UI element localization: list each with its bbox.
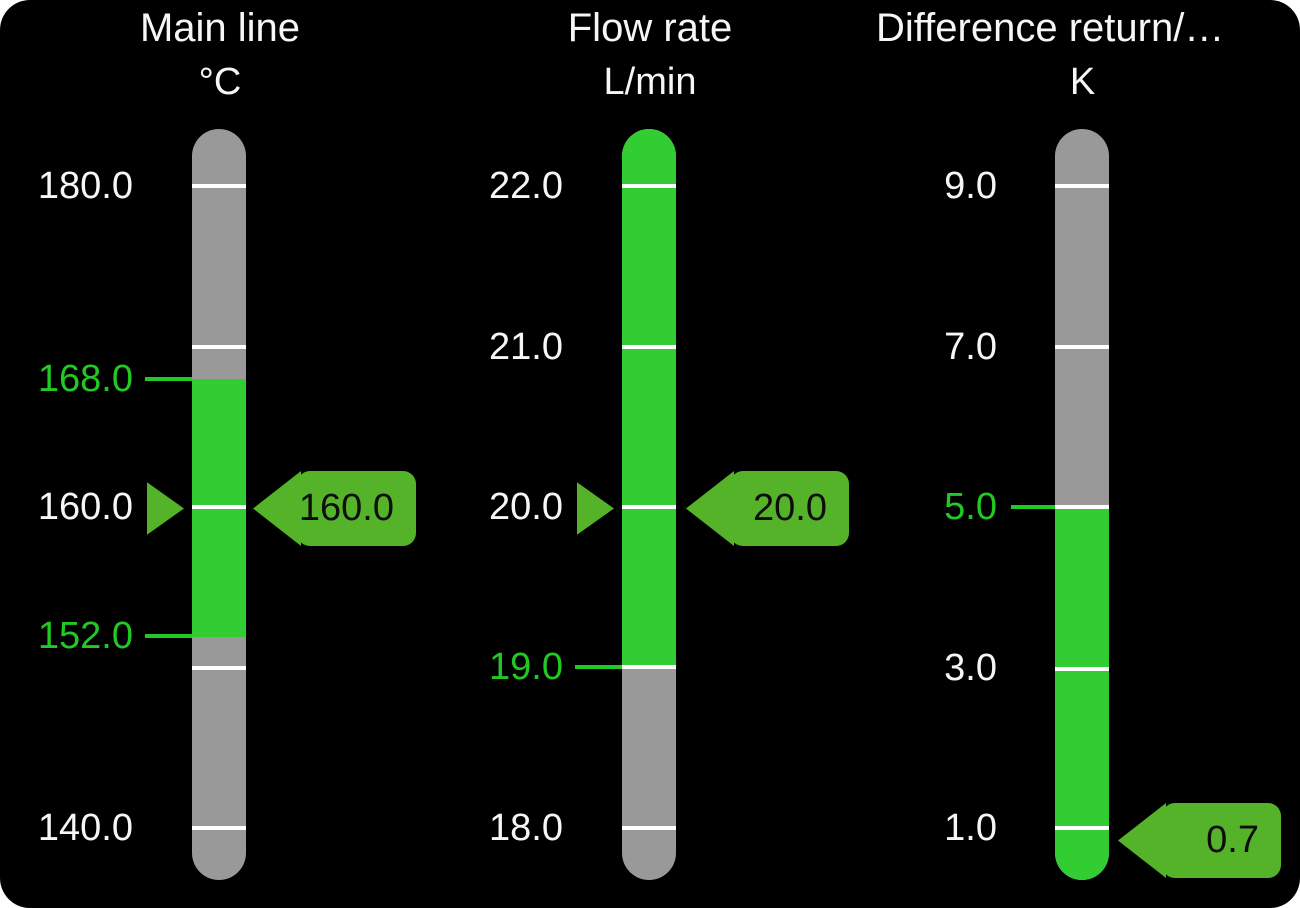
- gauge-bar: [192, 129, 246, 880]
- current-value: 160.0: [298, 487, 394, 529]
- scale-tick: [622, 345, 676, 349]
- scale-label: 18.0: [489, 807, 563, 849]
- scale-tick: [1055, 345, 1109, 349]
- scale-label: 1.0: [944, 807, 997, 849]
- high-limit-label: 168.0: [37, 358, 133, 400]
- value-badge[interactable]: 20.0: [686, 471, 849, 546]
- gauge-bar: [622, 129, 676, 880]
- gauge-title: Main line: [139, 6, 301, 50]
- scale-tick: [622, 184, 676, 188]
- scale-label: 20.0: [489, 486, 563, 528]
- low-limit-line: [575, 665, 622, 669]
- high-limit-line: [1011, 505, 1055, 509]
- low-limit-label: 152.0: [37, 615, 133, 657]
- current-value: 0.7: [1206, 819, 1259, 861]
- scale-tick: [1055, 505, 1109, 509]
- scale-label: 7.0: [944, 326, 997, 368]
- high-limit-label: 5.0: [944, 486, 997, 528]
- scale-label: 140.0: [37, 807, 133, 849]
- gauge-unit: L/min: [603, 61, 697, 103]
- scale-label: 9.0: [944, 165, 997, 207]
- scale-label: 3.0: [944, 647, 997, 689]
- gauge-title: Difference return/…: [876, 6, 1225, 50]
- scale-tick: [192, 345, 246, 349]
- scale-label: 180.0: [37, 165, 133, 207]
- gauge-unit: K: [1069, 61, 1096, 103]
- current-value: 20.0: [753, 487, 827, 529]
- scale-tick: [622, 505, 676, 509]
- scale-label: 22.0: [489, 165, 563, 207]
- ok-range-zone: [622, 129, 676, 667]
- value-badge[interactable]: 160.0: [253, 471, 416, 546]
- scale-label: 160.0: [37, 486, 133, 528]
- scale-tick: [1055, 826, 1109, 830]
- scale-tick: [192, 184, 246, 188]
- scale-tick: [1055, 667, 1109, 671]
- scale-tick: [622, 665, 676, 669]
- high-limit-line: [145, 377, 192, 381]
- scale-tick: [192, 826, 246, 830]
- scale-label: 21.0: [489, 326, 563, 368]
- scale-tick: [622, 826, 676, 830]
- scale-tick: [192, 505, 246, 509]
- ok-range-zone: [1055, 507, 1109, 880]
- gauge-unit: °C: [198, 61, 242, 103]
- low-limit-label: 19.0: [489, 646, 563, 688]
- gauge-bar: [1055, 129, 1109, 880]
- low-limit-line: [145, 634, 192, 638]
- value-badge[interactable]: 0.7: [1118, 803, 1281, 878]
- gauge-title: Flow rate: [567, 6, 733, 50]
- scale-tick: [1055, 184, 1109, 188]
- scale-tick: [192, 666, 246, 670]
